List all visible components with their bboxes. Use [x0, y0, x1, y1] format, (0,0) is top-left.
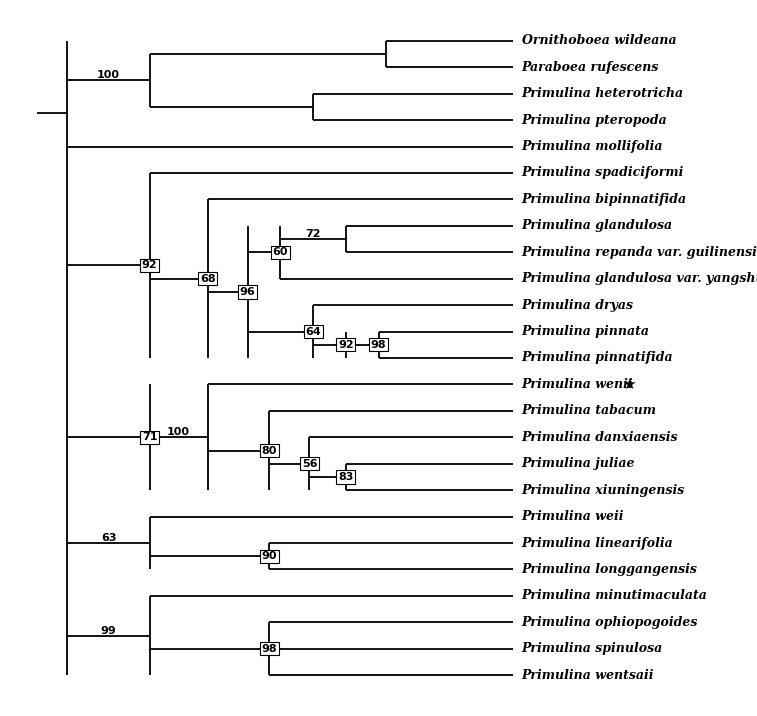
Text: Primulina spinulosa: Primulina spinulosa [522, 642, 663, 655]
Text: 63: 63 [101, 533, 117, 543]
Text: Primulina weii: Primulina weii [522, 510, 625, 523]
Text: 80: 80 [262, 445, 277, 455]
Text: 98: 98 [371, 340, 386, 350]
Text: Primulina pinnata: Primulina pinnata [522, 325, 650, 338]
Text: Primulina tabacum: Primulina tabacum [522, 405, 656, 417]
Text: Primulina heterotricha: Primulina heterotricha [522, 87, 684, 100]
Text: Primulina spadiciformi: Primulina spadiciformi [522, 166, 684, 180]
Text: Primulina wentsaii: Primulina wentsaii [522, 669, 654, 682]
Text: 60: 60 [273, 247, 288, 257]
Text: 56: 56 [302, 459, 317, 469]
Text: 100: 100 [167, 427, 190, 437]
Text: Primulina glandulosa var. yangshuoensis: Primulina glandulosa var. yangshuoensis [522, 272, 757, 285]
Text: ★: ★ [622, 377, 636, 392]
Text: Primulina xiuningensis: Primulina xiuningensis [522, 484, 685, 497]
Text: 90: 90 [262, 551, 277, 561]
Text: Paraboea rufescens: Paraboea rufescens [522, 61, 659, 74]
Text: 72: 72 [305, 229, 321, 239]
Text: Primulina linearifolia: Primulina linearifolia [522, 536, 674, 550]
Text: 100: 100 [97, 70, 120, 80]
Text: 64: 64 [305, 326, 321, 337]
Text: Primulina pinnatifida: Primulina pinnatifida [522, 352, 673, 364]
Text: Ornithoboea wildeana: Ornithoboea wildeana [522, 34, 676, 47]
Text: Primulina ophiopogoides: Primulina ophiopogoides [522, 616, 698, 629]
Text: 92: 92 [338, 340, 354, 350]
Text: 71: 71 [142, 432, 157, 442]
Text: 99: 99 [101, 626, 117, 636]
Text: Primulina danxiaensis: Primulina danxiaensis [522, 431, 678, 444]
Text: 83: 83 [338, 472, 354, 482]
Text: Primulina pteropoda: Primulina pteropoda [522, 114, 668, 127]
Text: 98: 98 [262, 644, 277, 654]
Text: Primulina longgangensis: Primulina longgangensis [522, 563, 697, 576]
Text: Primulina glandulosa: Primulina glandulosa [522, 219, 673, 232]
Text: 68: 68 [200, 274, 216, 284]
Text: 96: 96 [240, 287, 256, 297]
Text: 92: 92 [142, 261, 157, 271]
Text: Primulina minutimaculata: Primulina minutimaculata [522, 589, 708, 602]
Text: Primulina bipinnatifida: Primulina bipinnatifida [522, 193, 687, 206]
Text: Primulina repanda var. guilinensis: Primulina repanda var. guilinensis [522, 246, 757, 258]
Text: Primulina mollifolia: Primulina mollifolia [522, 140, 663, 153]
Text: Primulina wenii: Primulina wenii [522, 378, 634, 391]
Text: Primulina juliae: Primulina juliae [522, 458, 635, 470]
Text: Primulina dryas: Primulina dryas [522, 299, 634, 311]
